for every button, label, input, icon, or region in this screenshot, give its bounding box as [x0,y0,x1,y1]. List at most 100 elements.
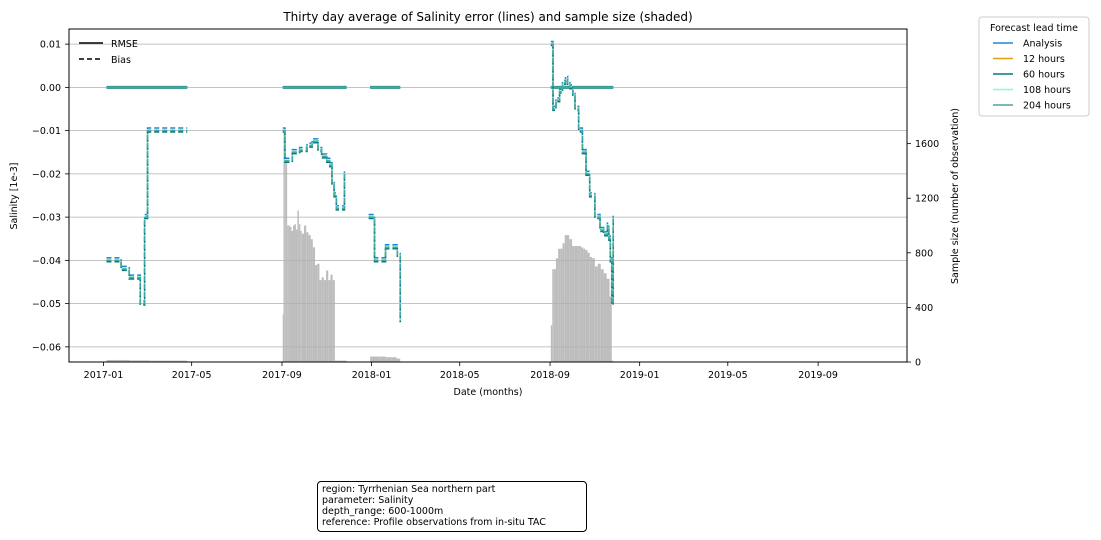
y-tick-label: −0.02 [32,169,61,180]
sample-size-bar [310,239,313,362]
sample-size-bar [308,235,311,362]
y-axis-right: 0 400 800 1200 1600 [907,139,939,369]
sample-size-bar [319,280,322,362]
sample-size-bar [560,248,563,362]
sample-size-bar [611,360,614,362]
sample-size-bar [306,232,309,362]
x-tick-label: 2019-05 [708,370,748,381]
sample-size-bar [600,269,604,362]
sample-size-bar [606,278,610,362]
y-axis-label: Salinity [1e-3] [9,163,20,230]
legend-frame [978,16,1090,117]
sample-size-bar [317,263,320,362]
sample-size-bar [550,325,553,362]
sample-size-bar [553,269,556,362]
style-legend: RMSE Bias [79,39,138,66]
sample-size-bar [583,248,586,362]
sample-size-bar [172,360,188,362]
y-tick-label: −0.05 [32,299,61,310]
sample-size-bar [106,359,118,362]
grid-lines [69,43,907,348]
sample-size-bar [339,360,347,362]
sample-size-bar [569,239,573,362]
sample-size-bar [293,225,295,362]
sample-size-bar [328,280,331,362]
sample-size-bar [330,274,333,362]
sample-size-bar [603,273,607,362]
x-tick-label: 2018-05 [440,370,480,381]
y-tick-label: −0.06 [32,342,61,353]
sample-size-bar [379,356,386,362]
x-tick-label: 2019-09 [798,370,838,381]
sample-size-bar [287,225,289,362]
y-tick-label: −0.03 [32,213,61,224]
info-region: region: Tyrrhenian Sea northern part [322,484,496,495]
sample-size-bar [594,266,598,362]
series-lines [106,40,615,323]
sample-size-bar [591,258,595,362]
sample-size-bar [290,226,292,362]
sample-size-bar [385,357,392,362]
x-axis-label: Date (months) [454,387,523,398]
y2-axis-label: Sample size (number of observation) [950,108,961,284]
legend-label: 204 hours [1023,101,1071,112]
bias-legend-label: Bias [111,55,131,66]
sample-size-bar [304,225,307,362]
sample-size-bar [609,296,612,362]
info-parameter: parameter: Salinity [322,495,414,506]
x-axis: 2017-01 2017-05 2017-09 2018-01 2018-05 2018-… [84,362,838,381]
sample-size-bar [334,360,338,362]
sample-size-bar [149,360,161,362]
sample-size-bar [312,247,316,362]
sample-size-bar [321,277,324,362]
y-axis-left: 0.01 0.00 −0.01 −0.02 −0.03 −0.04 −0.05 −0.06 [32,40,69,353]
x-tick-label: 2017-01 [84,370,124,381]
y2-tick-label: 0 [915,358,921,369]
sample-size-bar [297,210,299,362]
y2-tick-label: 800 [915,248,933,259]
legend-title: Forecast lead time [990,23,1078,34]
sample-size-bar [555,258,559,362]
plot-frame [68,28,908,363]
y2-tick-label: 1200 [915,194,939,205]
sample-size-bar [391,357,397,362]
sample-size-bar [284,140,286,362]
sample-size-bar [396,358,401,362]
sample-size-bar [294,224,296,362]
x-tick-label: 2018-09 [530,370,570,381]
sample-size-bar [140,360,150,362]
bias-line-analysis [106,40,614,319]
sample-size-bar [562,243,565,362]
sample-size-bar [300,230,302,362]
y-tick-label: 0.01 [40,40,61,51]
info-reference: reference: Profile observations from in-… [322,517,546,528]
x-tick-label: 2019-01 [620,370,660,381]
sample-size-bar [295,229,298,362]
sample-size-bar [129,360,141,362]
sample-size-bar [291,230,294,362]
x-tick-label: 2017-05 [172,370,212,381]
sample-size-bar [374,356,380,362]
y2-tick-label: 400 [915,303,933,314]
bias-line-108-hours [106,42,614,321]
bias-line-204-hours [106,43,615,321]
sample-size-bar [566,235,570,362]
info-depth-range: depth_range: 600-1000m [322,506,444,517]
sample-size-bar [558,248,561,362]
info-box: region: Tyrrhenian Sea northern part par… [317,481,587,532]
sample-size-bar [564,235,567,362]
sample-size-bar [597,263,601,362]
rmse-legend-label: RMSE [111,39,138,50]
legend-label: Analysis [1023,39,1062,50]
bias-line-12-hours [106,43,614,321]
y-tick-label: −0.04 [32,256,61,267]
sample-size-bar [332,280,335,362]
y2-tick-label: 1600 [915,139,939,150]
x-tick-label: 2017-09 [262,370,302,381]
legend-label: 108 hours [1023,85,1071,96]
legend-label: 60 hours [1023,70,1065,81]
chart-title: Thirty day average of Salinity error (li… [282,10,692,24]
sample-size-bar [298,224,301,362]
sample-size-bar [552,269,554,362]
sample-size-bar [285,160,288,362]
